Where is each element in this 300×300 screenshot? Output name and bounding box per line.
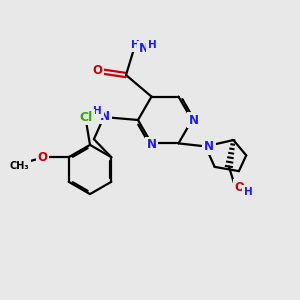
Text: H: H [244,187,253,197]
Text: N: N [139,42,149,56]
Text: CH₃: CH₃ [9,160,29,171]
Text: O: O [93,64,103,77]
Text: N: N [146,138,157,152]
Text: Cl: Cl [80,111,93,124]
Text: H: H [148,40,157,50]
Text: O: O [234,181,244,194]
Text: O: O [38,151,48,164]
Text: N: N [188,113,199,127]
Text: H: H [130,40,140,50]
Text: N: N [100,110,110,123]
Text: N: N [204,140,214,153]
Text: H: H [93,106,102,116]
